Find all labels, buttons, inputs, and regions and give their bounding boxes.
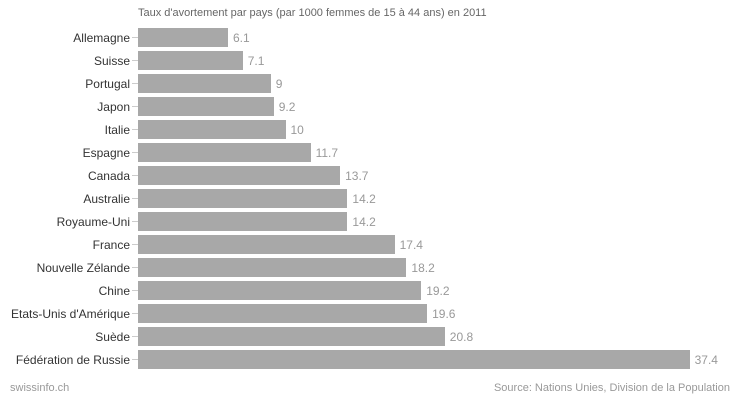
value-label: 19.6 — [432, 306, 456, 321]
chart-title: Taux d'avortement par pays (par 1000 fem… — [138, 7, 487, 19]
value-label: 14.2 — [352, 214, 376, 229]
bar-row: Espagne 11.7 — [0, 141, 740, 164]
axis-tick — [132, 175, 138, 176]
category-label: Espagne — [82, 145, 130, 160]
category-label: Fédération de Russie — [15, 352, 130, 367]
bar-row: Japon 9.2 — [0, 95, 740, 118]
bar-area: 37.4 — [138, 348, 740, 371]
value-label: 14.2 — [352, 191, 376, 206]
bar-rows: Allemagne 6.1 Suisse 7.1 Portugal 9 Japon 9.2 It… — [0, 26, 740, 371]
bar — [138, 166, 341, 185]
category-label: Etats-Unis d'Amérique — [10, 306, 130, 321]
bar — [138, 235, 395, 254]
axis-tick — [132, 106, 138, 107]
axis-tick — [132, 198, 138, 199]
axis-tick — [132, 152, 138, 153]
bar-row: Australie 14.2 — [0, 187, 740, 210]
axis-tick — [132, 336, 138, 337]
bar — [138, 28, 228, 47]
axis-tick — [132, 83, 138, 84]
chart-footer: swissinfo.ch Source: Nations Unies, Divi… — [10, 382, 730, 394]
value-label: 13.7 — [345, 168, 369, 183]
value-label: 19.2 — [426, 283, 450, 298]
bar-area: 11.7 — [138, 141, 740, 164]
bar-row: Suisse 7.1 — [0, 49, 740, 72]
bar — [138, 212, 348, 231]
bar-area: 20.8 — [138, 325, 740, 348]
bar-area: 7.1 — [138, 49, 740, 72]
bar-area: 19.2 — [138, 279, 740, 302]
brand-credit: swissinfo.ch — [10, 382, 70, 394]
category-label: Japon — [97, 99, 130, 114]
bar-area: 6.1 — [138, 26, 740, 49]
value-label: 18.2 — [411, 260, 435, 275]
bar-row: Allemagne 6.1 — [0, 26, 740, 49]
bar — [138, 281, 422, 300]
bar — [138, 97, 274, 116]
bar-area: 9 — [138, 72, 740, 95]
category-label: Australie — [83, 191, 130, 206]
category-label: Chine — [98, 283, 130, 298]
bar-area: 9.2 — [138, 95, 740, 118]
bar — [138, 51, 243, 70]
category-label: Royaume-Uni — [56, 214, 130, 229]
bar — [138, 143, 311, 162]
bar-row: Etats-Unis d'Amérique 19.6 — [0, 302, 740, 325]
axis-tick — [132, 267, 138, 268]
value-label: 7.1 — [247, 53, 265, 68]
category-label: Canada — [87, 168, 130, 183]
axis-tick — [132, 129, 138, 130]
bar-area: 13.7 — [138, 164, 740, 187]
bar-row: France 17.4 — [0, 233, 740, 256]
category-label: Allemagne — [73, 30, 130, 45]
bar — [138, 120, 286, 139]
axis-tick — [132, 290, 138, 291]
bar-row: Suède 20.8 — [0, 325, 740, 348]
bar-area: 18.2 — [138, 256, 740, 279]
value-label: 17.4 — [399, 237, 423, 252]
category-label: Suède — [95, 329, 130, 344]
value-label: 11.7 — [315, 145, 339, 160]
value-label: 10 — [290, 122, 304, 137]
value-label: 20.8 — [449, 329, 474, 344]
category-label: France — [92, 237, 130, 252]
value-label: 9 — [275, 76, 283, 91]
value-label: 37.4 — [694, 352, 718, 367]
bar-row: Portugal 9 — [0, 72, 740, 95]
category-label: Italie — [104, 122, 130, 137]
axis-tick — [132, 313, 138, 314]
bar — [138, 350, 690, 369]
bar — [138, 327, 445, 346]
category-label: Suisse — [93, 53, 130, 68]
source-credit: Source: Nations Unies, Division de la Po… — [493, 382, 730, 394]
bar — [138, 189, 348, 208]
bar-row: Fédération de Russie 37.4 — [0, 348, 740, 371]
value-label: 9.2 — [278, 99, 296, 114]
bar — [138, 74, 271, 93]
bar — [138, 258, 407, 277]
bar — [138, 304, 428, 323]
value-label: 6.1 — [233, 30, 250, 45]
bar-area: 17.4 — [138, 233, 740, 256]
bar-row: Royaume-Uni 14.2 — [0, 210, 740, 233]
bar-row: Chine 19.2 — [0, 279, 740, 302]
bar-area: 19.6 — [138, 302, 740, 325]
bar-row: Canada 13.7 — [0, 164, 740, 187]
bar-area: 14.2 — [138, 187, 740, 210]
axis-tick — [132, 244, 138, 245]
bar-row: Italie 10 — [0, 118, 740, 141]
bar-row: Nouvelle Zélande 18.2 — [0, 256, 740, 279]
category-label: Portugal — [85, 76, 130, 91]
axis-tick — [132, 37, 138, 38]
category-label: Nouvelle Zélande — [36, 260, 130, 275]
axis-tick — [132, 359, 138, 360]
bar-area: 14.2 — [138, 210, 740, 233]
axis-tick — [132, 221, 138, 222]
bar-area: 10 — [138, 118, 740, 141]
axis-tick — [132, 60, 138, 61]
